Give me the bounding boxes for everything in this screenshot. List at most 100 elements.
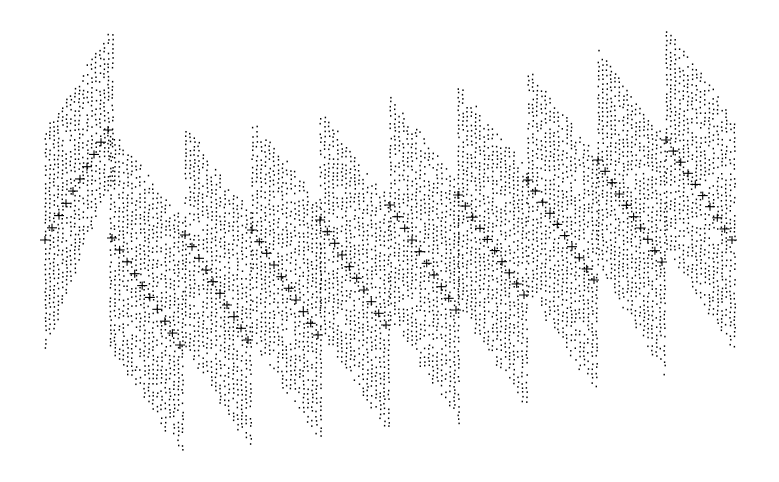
pattern-dot xyxy=(82,133,84,136)
pattern-dot xyxy=(148,351,150,354)
pattern-dot xyxy=(324,141,326,143)
pattern-dot xyxy=(375,183,377,186)
pattern-dot xyxy=(522,175,524,178)
pattern-dot xyxy=(420,160,422,163)
pattern-dot xyxy=(419,245,422,247)
pattern-dot xyxy=(295,259,297,261)
pattern-dot xyxy=(156,285,158,287)
pattern-dot xyxy=(74,119,76,122)
pattern-dot xyxy=(134,223,137,225)
pattern-dot xyxy=(210,176,212,179)
pattern-dot xyxy=(215,189,217,191)
pattern-dot xyxy=(333,230,335,233)
pattern-dot xyxy=(496,155,499,157)
pattern-dot xyxy=(130,291,133,293)
pattern-dot xyxy=(65,263,68,266)
pattern-dot xyxy=(411,185,413,187)
pattern-dot xyxy=(379,277,382,280)
pattern-dot xyxy=(126,343,128,346)
pattern-dot xyxy=(293,229,296,232)
pattern-dot xyxy=(201,197,204,199)
pattern-dot xyxy=(341,204,344,207)
pattern-dot xyxy=(522,280,524,282)
pattern-dot xyxy=(379,205,382,207)
pattern-dot xyxy=(206,347,208,349)
pattern-dot xyxy=(483,268,486,271)
pattern-dot xyxy=(466,290,468,292)
pattern-dot xyxy=(419,300,422,303)
pattern-dot xyxy=(345,210,347,213)
pattern-dot xyxy=(500,224,502,227)
pattern-dot xyxy=(383,244,386,247)
pattern-dot xyxy=(424,202,426,205)
pattern-dot xyxy=(139,321,141,323)
pattern-dot xyxy=(237,235,239,237)
pattern-dot xyxy=(139,248,142,250)
pattern-dot xyxy=(500,216,502,219)
pattern-dot xyxy=(210,180,212,183)
pattern-dot xyxy=(483,240,486,242)
pattern-dot xyxy=(402,174,404,177)
pattern-dot xyxy=(45,169,47,171)
pattern-dot xyxy=(521,237,524,240)
pattern-dot xyxy=(517,206,520,209)
pattern-dot xyxy=(87,125,89,128)
pattern-dot xyxy=(471,175,473,178)
pattern-dot xyxy=(189,341,191,344)
pattern-dot xyxy=(54,163,56,166)
pattern-dot xyxy=(232,357,234,360)
pattern-dot xyxy=(458,363,460,365)
pattern-dot xyxy=(131,266,133,268)
spine-tick xyxy=(114,245,125,254)
pattern-dot xyxy=(122,354,125,357)
pattern-dot xyxy=(147,264,149,267)
pattern-dot xyxy=(197,312,199,315)
pattern-dot xyxy=(340,230,343,233)
pattern-dot xyxy=(407,213,409,216)
pattern-dot xyxy=(103,106,105,108)
pattern-dot xyxy=(504,155,506,157)
pattern-dot xyxy=(219,281,222,284)
pattern-dot xyxy=(315,375,318,377)
pattern-dot xyxy=(107,33,109,36)
pattern-dot xyxy=(398,259,400,262)
pattern-dot xyxy=(144,370,146,372)
pattern-dot xyxy=(160,422,162,425)
pattern-dot xyxy=(95,142,97,144)
pattern-dot xyxy=(48,177,51,180)
pattern-dot xyxy=(118,358,121,360)
pattern-dot xyxy=(185,332,187,334)
pattern-dot xyxy=(466,310,468,313)
pattern-dot xyxy=(256,267,258,269)
pattern-dot xyxy=(245,263,247,266)
pattern-dot xyxy=(521,203,524,205)
pattern-dot xyxy=(131,219,133,222)
pattern-dot xyxy=(319,242,321,245)
pattern-dot xyxy=(265,249,267,251)
pattern-dot xyxy=(362,330,364,333)
pattern-dot xyxy=(233,321,235,324)
pattern-dot xyxy=(193,305,195,307)
pattern-dot xyxy=(315,233,317,235)
pattern-dot xyxy=(228,326,231,329)
pattern-dot xyxy=(123,241,125,244)
pattern-dot xyxy=(327,125,330,128)
pattern-dot xyxy=(189,337,192,340)
pattern-dot xyxy=(379,201,381,204)
pattern-dot xyxy=(525,387,528,389)
pattern-dot xyxy=(139,197,141,199)
pattern-dot xyxy=(49,280,51,283)
pattern-dot xyxy=(173,296,176,299)
pattern-dot xyxy=(252,141,254,144)
pattern-dot xyxy=(294,382,296,385)
pattern-dot xyxy=(479,238,481,241)
pattern-dot xyxy=(357,281,360,283)
pattern-dot xyxy=(241,411,244,414)
pattern-dot xyxy=(375,397,377,399)
pattern-dot xyxy=(311,247,313,249)
pattern-dot xyxy=(474,151,477,153)
pattern-dot xyxy=(419,267,422,269)
pattern-dot xyxy=(354,209,356,211)
pattern-dot xyxy=(127,176,129,179)
pattern-dot xyxy=(379,392,381,394)
